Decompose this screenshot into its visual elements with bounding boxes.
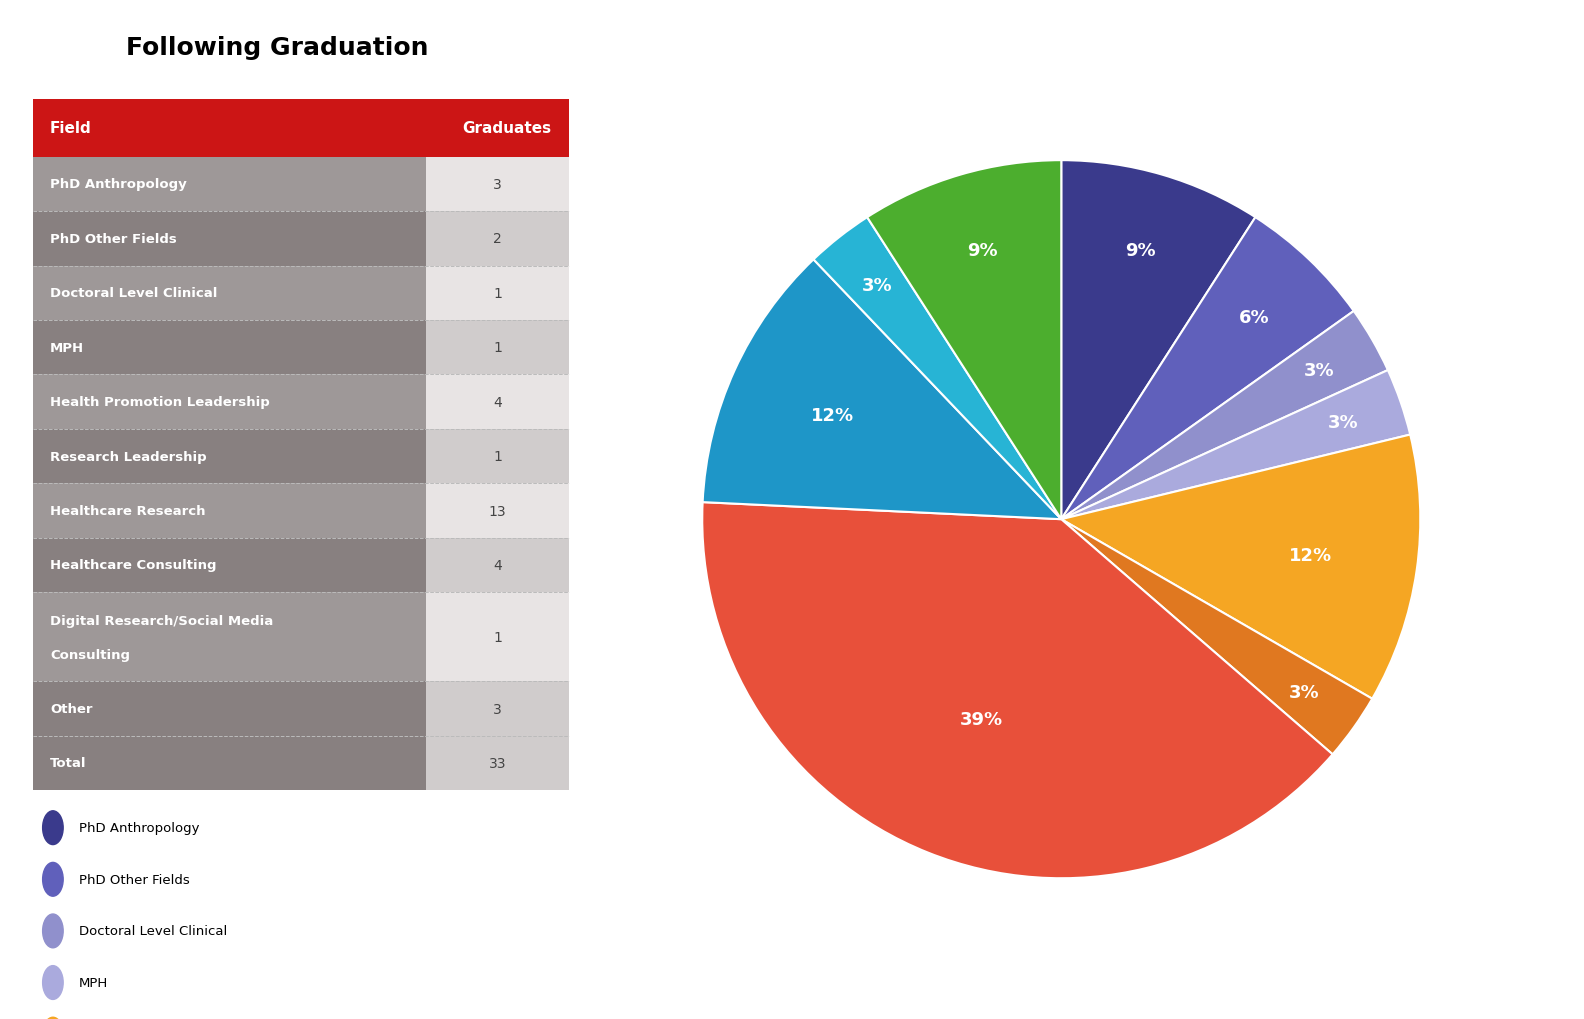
Text: Following Graduation: Following Graduation: [127, 36, 428, 60]
Text: Health Promotion Leadership: Health Promotion Leadership: [51, 395, 269, 409]
Text: 39%: 39%: [960, 710, 1003, 729]
Circle shape: [43, 862, 63, 897]
Wedge shape: [1061, 435, 1421, 699]
Circle shape: [43, 914, 63, 948]
FancyBboxPatch shape: [33, 736, 426, 791]
Text: 3%: 3%: [1289, 684, 1319, 701]
Text: 9%: 9%: [968, 243, 998, 260]
FancyBboxPatch shape: [33, 484, 426, 538]
Text: Other: Other: [51, 702, 92, 715]
Text: PhD Anthropology: PhD Anthropology: [51, 178, 187, 192]
FancyBboxPatch shape: [426, 212, 569, 266]
Text: Healthcare Consulting: Healthcare Consulting: [51, 558, 217, 572]
Text: PhD Other Fields: PhD Other Fields: [79, 873, 190, 886]
Text: 3%: 3%: [1327, 414, 1357, 431]
Text: 12%: 12%: [1288, 546, 1332, 565]
FancyBboxPatch shape: [426, 158, 569, 212]
Wedge shape: [814, 218, 1061, 520]
FancyBboxPatch shape: [426, 538, 569, 593]
Text: MPH: MPH: [51, 341, 84, 355]
Circle shape: [43, 1017, 63, 1019]
Wedge shape: [1061, 312, 1388, 520]
Text: Doctoral Level Clinical: Doctoral Level Clinical: [51, 287, 217, 300]
FancyBboxPatch shape: [33, 429, 426, 484]
Text: Total: Total: [51, 757, 87, 769]
Text: 3%: 3%: [862, 277, 892, 294]
FancyBboxPatch shape: [426, 429, 569, 484]
Text: Digital Research/Social Media: Digital Research/Social Media: [51, 614, 274, 628]
FancyBboxPatch shape: [426, 321, 569, 375]
Text: 12%: 12%: [811, 407, 854, 424]
FancyBboxPatch shape: [33, 266, 426, 321]
Text: 3: 3: [493, 702, 502, 715]
Text: 4: 4: [493, 395, 502, 410]
Wedge shape: [702, 502, 1332, 878]
Text: 3: 3: [493, 177, 502, 192]
Circle shape: [43, 966, 63, 1000]
FancyBboxPatch shape: [426, 266, 569, 321]
Text: 3%: 3%: [1304, 362, 1335, 380]
FancyBboxPatch shape: [426, 484, 569, 538]
Text: Research Leadership: Research Leadership: [51, 450, 206, 463]
Text: PhD Other Fields: PhD Other Fields: [51, 232, 177, 246]
FancyBboxPatch shape: [426, 736, 569, 791]
Text: MPH: MPH: [79, 976, 108, 989]
FancyBboxPatch shape: [33, 593, 426, 682]
Text: Healthcare Research: Healthcare Research: [51, 504, 206, 518]
Wedge shape: [1061, 520, 1372, 755]
Text: 1: 1: [493, 286, 502, 301]
Text: 1: 1: [493, 630, 502, 644]
Text: 13: 13: [489, 504, 507, 518]
FancyBboxPatch shape: [33, 375, 426, 429]
FancyBboxPatch shape: [33, 212, 426, 266]
Text: 4: 4: [493, 558, 502, 573]
FancyBboxPatch shape: [33, 321, 426, 375]
Text: 6%: 6%: [1239, 308, 1270, 326]
Text: 1: 1: [493, 341, 502, 355]
Wedge shape: [1061, 371, 1410, 520]
Text: Graduates: Graduates: [463, 121, 551, 136]
Text: Consulting: Consulting: [51, 648, 130, 661]
Text: PhD Anthropology: PhD Anthropology: [79, 821, 200, 835]
Circle shape: [43, 811, 63, 845]
FancyBboxPatch shape: [426, 375, 569, 429]
Text: 33: 33: [489, 756, 507, 770]
FancyBboxPatch shape: [33, 538, 426, 593]
FancyBboxPatch shape: [33, 100, 569, 158]
Wedge shape: [1061, 161, 1256, 520]
Wedge shape: [866, 161, 1061, 520]
Text: Doctoral Level Clinical: Doctoral Level Clinical: [79, 924, 227, 937]
Text: 9%: 9%: [1125, 243, 1155, 260]
FancyBboxPatch shape: [426, 593, 569, 682]
Text: Field: Field: [51, 121, 92, 136]
Text: 1: 1: [493, 449, 502, 464]
FancyBboxPatch shape: [33, 158, 426, 212]
Text: 2: 2: [493, 232, 502, 247]
Wedge shape: [1061, 218, 1354, 520]
FancyBboxPatch shape: [426, 682, 569, 736]
Wedge shape: [703, 260, 1061, 520]
FancyBboxPatch shape: [33, 682, 426, 736]
